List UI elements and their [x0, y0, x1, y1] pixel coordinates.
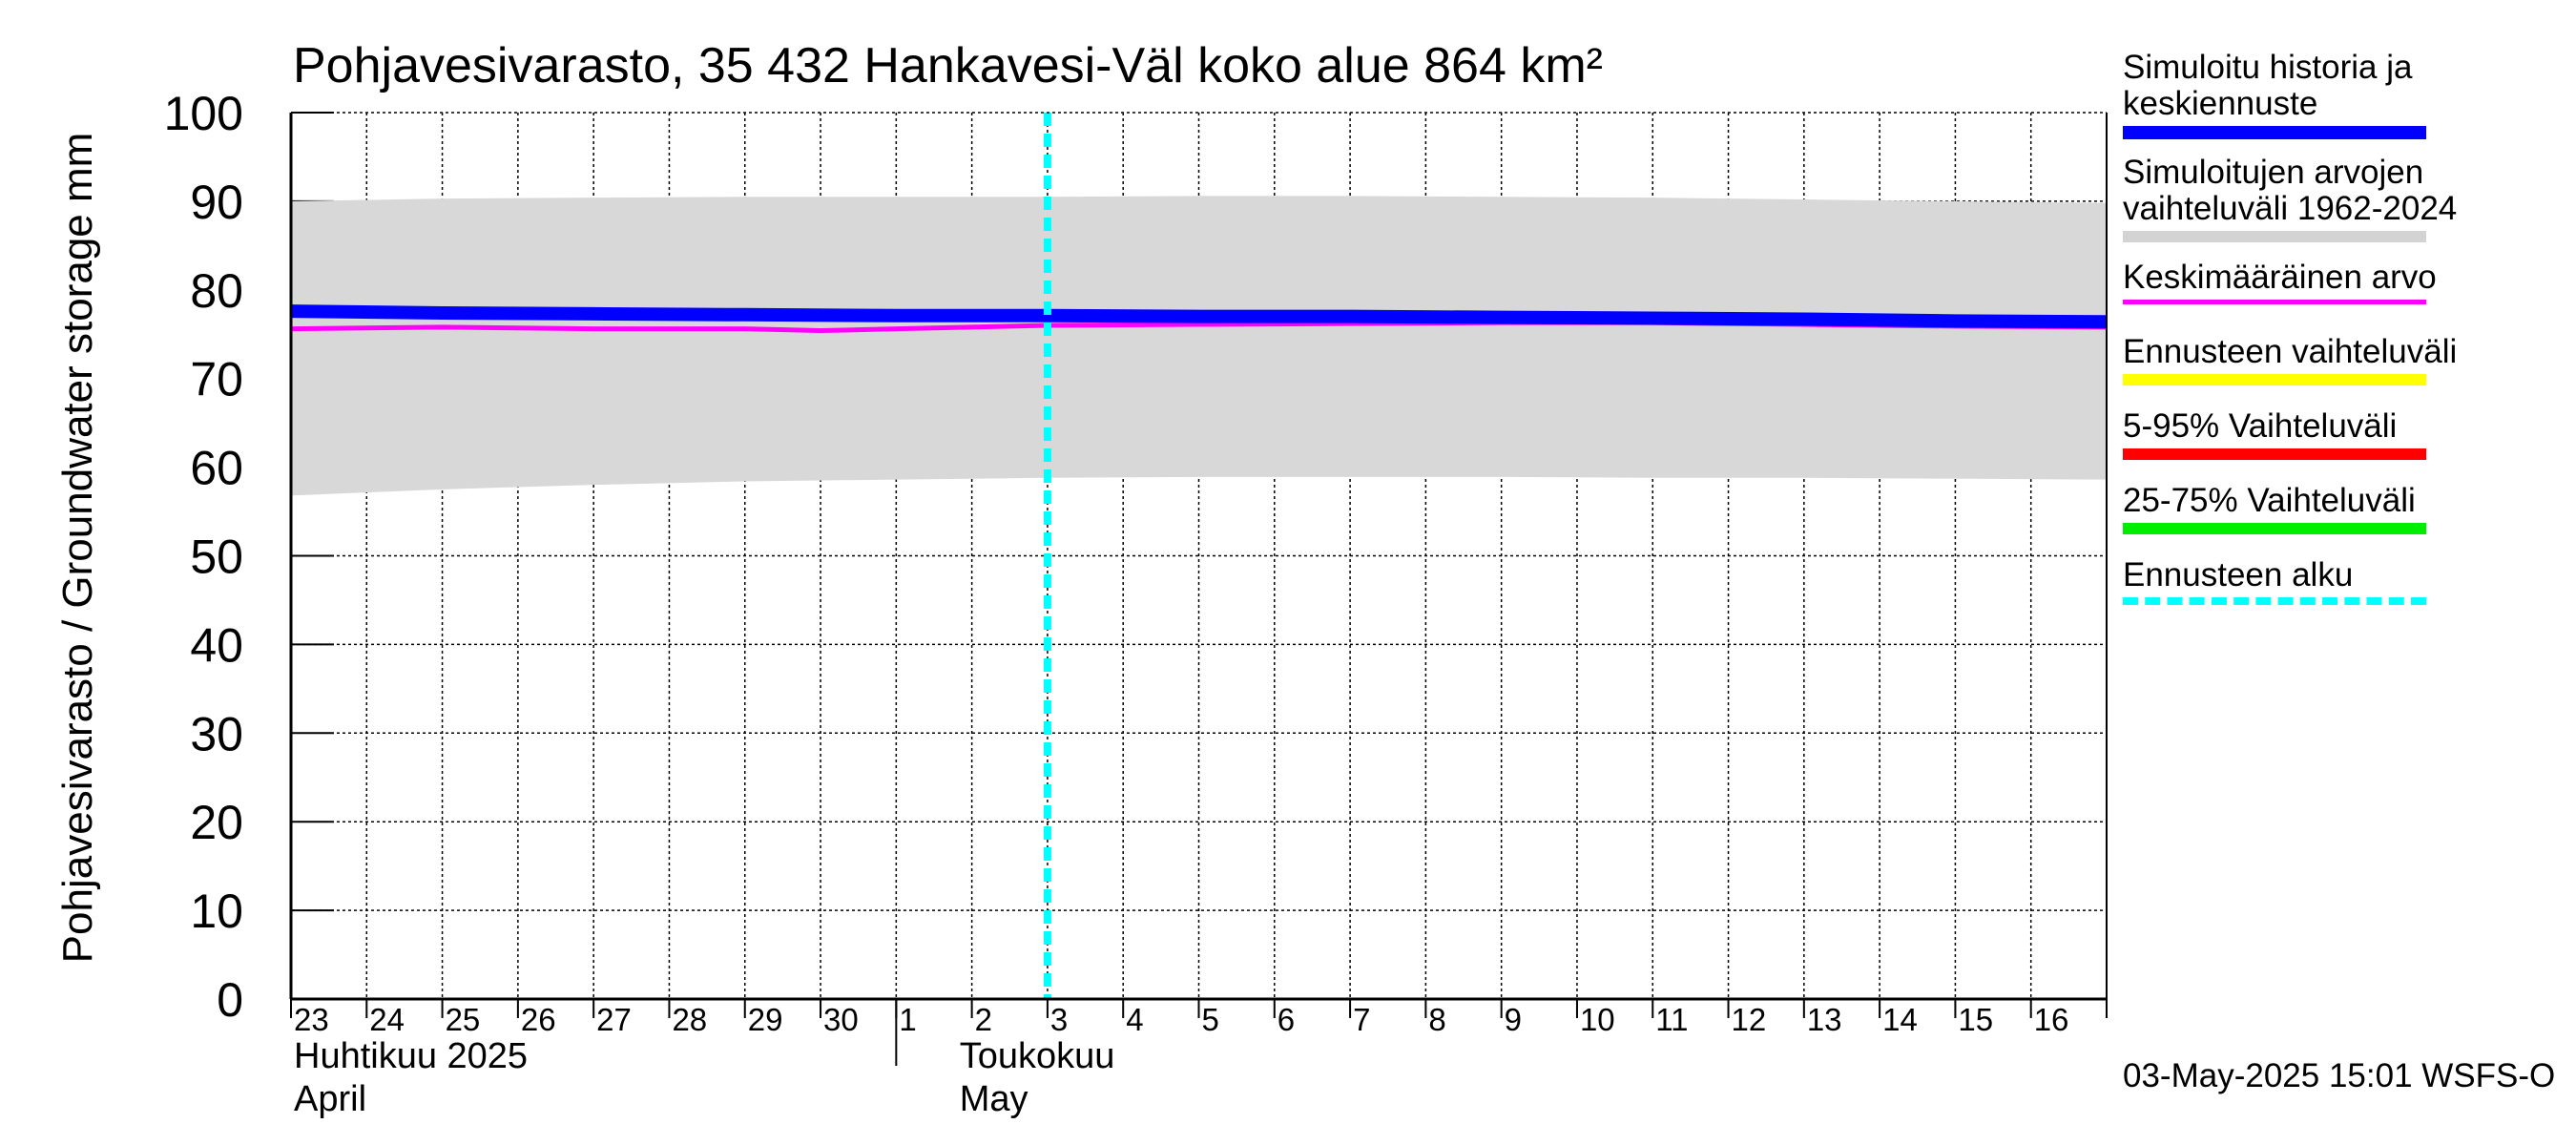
y-tick-label: 80 — [190, 264, 243, 318]
x-tick-label: 7 — [1353, 1002, 1370, 1037]
x-tick-label: 30 — [823, 1002, 859, 1037]
y-tick-label: 70 — [190, 353, 243, 406]
legend-label: 25-75% Vaihteluväli — [2123, 482, 2416, 519]
legend-mean-value: Keskimääräinen arvo — [2123, 260, 2571, 334]
month-label-fi: Toukokuu — [960, 1036, 1115, 1076]
legend-label: 5-95% Vaihteluväli — [2123, 407, 2398, 445]
legend-simulated-range: Simuloitujen arvojen vaihteluväli 1962-2… — [2123, 155, 2571, 260]
y-tick-label: 0 — [217, 973, 243, 1027]
y-tick-label: 20 — [190, 796, 243, 849]
legend-label: Simuloitujen arvojen vaihteluväli 1962-2… — [2123, 154, 2458, 227]
month-label-en: April — [294, 1079, 366, 1119]
y-tick-label: 50 — [190, 531, 243, 584]
x-tick-label: 11 — [1655, 1002, 1688, 1037]
x-tick-label: 5 — [1202, 1002, 1219, 1037]
x-tick-label: 3 — [1050, 1002, 1068, 1037]
month-label-en: May — [960, 1079, 1028, 1119]
y-tick-label: 90 — [190, 176, 243, 229]
legend-forecast-start: Ennusteen alku — [2123, 557, 2571, 632]
legend-label: Simuloitu historia ja keskiennuste — [2123, 49, 2413, 122]
x-tick-label: 1 — [899, 1002, 916, 1037]
x-tick-label: 27 — [596, 1002, 632, 1037]
legend-swatch — [2123, 374, 2426, 385]
legend-label: Ennusteen vaihteluväli — [2123, 333, 2458, 370]
timestamp-footer: 03-May-2025 15:01 WSFS-O — [2123, 1057, 2556, 1094]
y-tick-label: 60 — [190, 442, 243, 495]
x-tick-label: 26 — [521, 1002, 556, 1037]
axes-frame — [289, 112, 2108, 1001]
legend-forecast-range: Ennusteen vaihteluväli — [2123, 334, 2571, 408]
x-tick-label: 9 — [1505, 1002, 1522, 1037]
x-tick-label: 8 — [1428, 1002, 1445, 1037]
x-tick-label: 23 — [294, 1002, 329, 1037]
legend-swatch — [2123, 523, 2426, 534]
x-tick-label: 12 — [1732, 1002, 1767, 1037]
legend-swatch — [2123, 300, 2426, 304]
legend-swatch — [2123, 448, 2426, 460]
y-tick-label: 40 — [190, 618, 243, 672]
legend-swatch — [2123, 597, 2426, 605]
x-tick-label: 13 — [1807, 1002, 1842, 1037]
chart-title: Pohjavesivarasto, 35 432 Hankavesi-Väl k… — [293, 38, 1603, 94]
y-tick-label: 30 — [190, 707, 243, 760]
chart-legend: Simuloitu historia ja keskiennuste Simulo… — [2123, 50, 2571, 632]
x-tick-label: 14 — [1882, 1002, 1918, 1037]
x-tick-label: 4 — [1126, 1002, 1143, 1037]
x-tick-label: 16 — [2034, 1002, 2069, 1037]
x-tick-label: 10 — [1580, 1002, 1615, 1037]
series-lines-layer — [290, 304, 2108, 334]
range-band — [291, 196, 2107, 496]
legend-5-95-range: 5-95% Vaihteluväli — [2123, 408, 2571, 483]
y-tick-labels: 0 10 20 30 40 50 60 70 80 90 100 — [164, 87, 243, 1027]
x-tick-label: 6 — [1278, 1002, 1295, 1037]
x-tick-label: 25 — [446, 1002, 481, 1037]
legend-label: Keskimääräinen arvo — [2123, 259, 2437, 296]
forecast-line — [290, 304, 2108, 329]
legend-label: Ennusteen alku — [2123, 556, 2354, 593]
x-tick-labels: 23 24 25 26 27 28 29 30 1 2 3 4 5 6 7 8 9 10 11 12 13 14 15 16 — [294, 1002, 2068, 1037]
x-tick-label: 24 — [369, 1002, 405, 1037]
y-axis-label: Pohjavesivarasto / Groundwater storage m… — [54, 133, 101, 964]
x-tick-label: 2 — [975, 1002, 992, 1037]
y-tick-label: 10 — [190, 885, 243, 938]
legend-swatch — [2123, 231, 2426, 242]
range-band-layer — [291, 196, 2107, 496]
x-tick-label: 15 — [1958, 1002, 1993, 1037]
x-tick-label: 28 — [672, 1002, 707, 1037]
y-tick-label: 100 — [164, 87, 243, 140]
legend-25-75-range: 25-75% Vaihteluväli — [2123, 483, 2571, 557]
legend-swatch — [2123, 126, 2426, 139]
month-label-fi: Huhtikuu 2025 — [294, 1036, 528, 1076]
x-tick-label: 29 — [748, 1002, 783, 1037]
legend-simulated-forecast: Simuloitu historia ja keskiennuste — [2123, 50, 2571, 155]
